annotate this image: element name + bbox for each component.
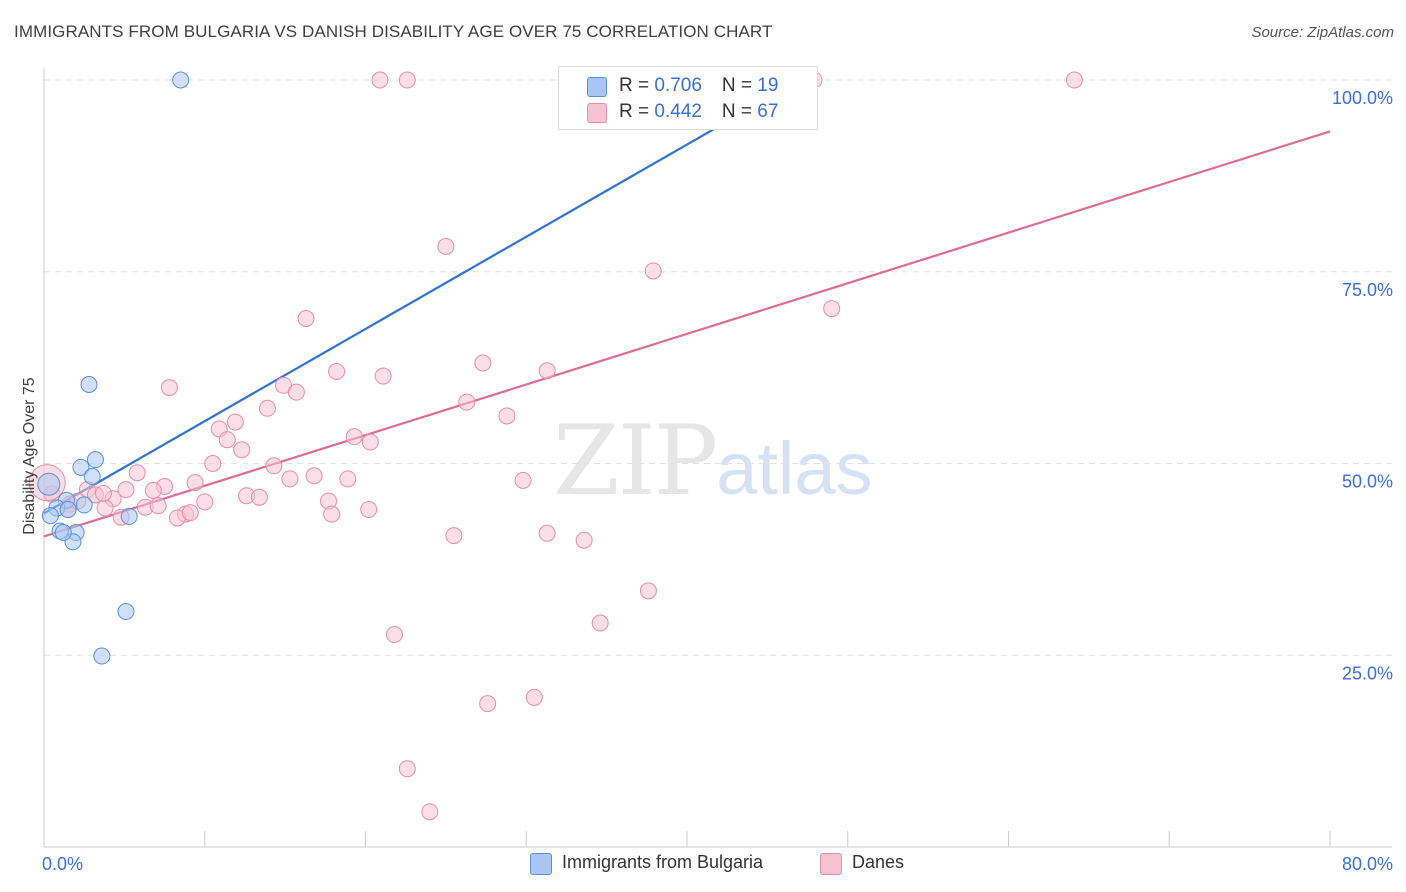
legend-n-value: 19 bbox=[757, 75, 779, 96]
danes-point bbox=[250, 488, 268, 506]
danes-point bbox=[149, 497, 167, 515]
danes-point bbox=[339, 470, 357, 488]
danes-point bbox=[371, 71, 389, 89]
danes-point bbox=[328, 362, 346, 380]
bulgaria-point bbox=[54, 524, 72, 542]
danes-point bbox=[445, 527, 463, 545]
danes-point bbox=[538, 362, 556, 380]
danes-points bbox=[28, 71, 1083, 821]
danes-point bbox=[361, 433, 379, 451]
bulgaria-point bbox=[86, 451, 104, 469]
pink-swatch-icon bbox=[587, 103, 607, 123]
danes-point bbox=[591, 614, 609, 632]
y-axis-label: Disability Age Over 75 bbox=[21, 377, 38, 535]
grid-layer bbox=[44, 79, 1392, 656]
legend-r-label: R = bbox=[619, 101, 655, 122]
bottom-legend-label: Immigrants from Bulgaria bbox=[562, 852, 764, 872]
x-tick-label: 80.0% bbox=[1342, 854, 1393, 874]
danes-point bbox=[181, 504, 199, 522]
bulgaria-point bbox=[37, 472, 61, 496]
danes-point bbox=[823, 300, 841, 318]
danes-point bbox=[360, 501, 378, 519]
danes-point bbox=[218, 431, 236, 449]
legend-n-label: N = bbox=[721, 75, 758, 96]
bulgaria-point bbox=[80, 375, 98, 393]
danes-point bbox=[538, 524, 556, 542]
y-tick-label: 100.0% bbox=[1332, 88, 1393, 108]
danes-point bbox=[479, 695, 497, 713]
danes-point bbox=[265, 457, 283, 475]
danes-point bbox=[204, 455, 222, 472]
danes-point bbox=[575, 531, 593, 549]
danes-point bbox=[160, 379, 178, 397]
danes-point bbox=[258, 399, 276, 417]
danes-point bbox=[458, 393, 476, 411]
danes-point bbox=[385, 626, 403, 644]
bulgaria-point bbox=[41, 507, 59, 525]
y-tick-label: 25.0% bbox=[1342, 663, 1393, 683]
danes-point bbox=[128, 464, 146, 482]
tick-labels: 25.0% 50.0% 75.0% 100.0% 0.0% 80.0% bbox=[42, 88, 1393, 874]
axis-layer bbox=[43, 68, 1392, 848]
danes-trend-line bbox=[43, 130, 1331, 538]
watermark: ZIPatlas bbox=[553, 405, 873, 517]
correlation-legend: R = 0.706 N = 19 R = 0.442 N = 67 bbox=[558, 66, 818, 130]
danes-point bbox=[226, 413, 244, 431]
bulgaria-point bbox=[172, 71, 190, 89]
legend-r-value: 0.442 bbox=[654, 101, 702, 122]
bulgaria-point bbox=[72, 458, 90, 476]
danes-point bbox=[644, 262, 662, 280]
danes-point bbox=[398, 760, 416, 778]
blue-swatch-icon bbox=[587, 77, 607, 97]
danes-point bbox=[94, 484, 112, 502]
danes-point bbox=[323, 505, 341, 523]
danes-point bbox=[639, 582, 657, 600]
danes-point bbox=[281, 470, 299, 488]
trend-lines bbox=[43, 79, 1331, 538]
source-label: Source: ZipAtlas.com bbox=[1251, 24, 1394, 41]
danes-point bbox=[144, 481, 162, 499]
danes-point bbox=[186, 474, 204, 492]
bulgaria-point bbox=[117, 603, 135, 621]
bulgaria-point bbox=[59, 501, 77, 519]
legend-n-value: 67 bbox=[757, 101, 779, 122]
danes-point bbox=[233, 441, 251, 459]
bottom-legend-label: Danes bbox=[852, 852, 905, 872]
legend-r-label: R = bbox=[619, 75, 655, 96]
danes-point bbox=[374, 367, 392, 385]
legend-r-value: 0.706 bbox=[654, 75, 702, 96]
danes-point bbox=[305, 467, 323, 485]
danes-point bbox=[96, 499, 114, 517]
danes-point bbox=[474, 354, 492, 372]
y-tick-label: 75.0% bbox=[1342, 280, 1393, 300]
danes-point bbox=[498, 407, 516, 425]
danes-point bbox=[117, 481, 135, 499]
danes-point bbox=[437, 237, 455, 255]
danes-point bbox=[525, 688, 543, 706]
bulgaria-point bbox=[120, 507, 138, 525]
bulgaria-point bbox=[83, 468, 101, 486]
danes-point bbox=[345, 428, 363, 446]
legend-n-label: N = bbox=[721, 101, 758, 122]
danes-point bbox=[514, 471, 532, 489]
x-tick-label: 0.0% bbox=[42, 854, 83, 874]
danes-point bbox=[196, 493, 214, 511]
bulgaria-point bbox=[93, 647, 111, 665]
watermark-zip: ZIP bbox=[553, 405, 718, 517]
bulgaria-points bbox=[37, 71, 810, 665]
danes-point bbox=[398, 71, 416, 89]
danes-point bbox=[1065, 71, 1083, 89]
pink-swatch-icon bbox=[820, 853, 842, 875]
bulgaria-trend-line bbox=[43, 79, 801, 515]
blue-swatch-icon bbox=[530, 853, 552, 875]
chart-title: IMMIGRANTS FROM BULGARIA VS DANISH DISAB… bbox=[14, 22, 773, 41]
danes-point bbox=[421, 803, 439, 821]
bulgaria-point bbox=[75, 496, 93, 514]
danes-point bbox=[287, 383, 305, 401]
y-tick-label: 50.0% bbox=[1342, 472, 1393, 492]
watermark-atlas: atlas bbox=[716, 427, 873, 510]
danes-point bbox=[297, 310, 315, 328]
